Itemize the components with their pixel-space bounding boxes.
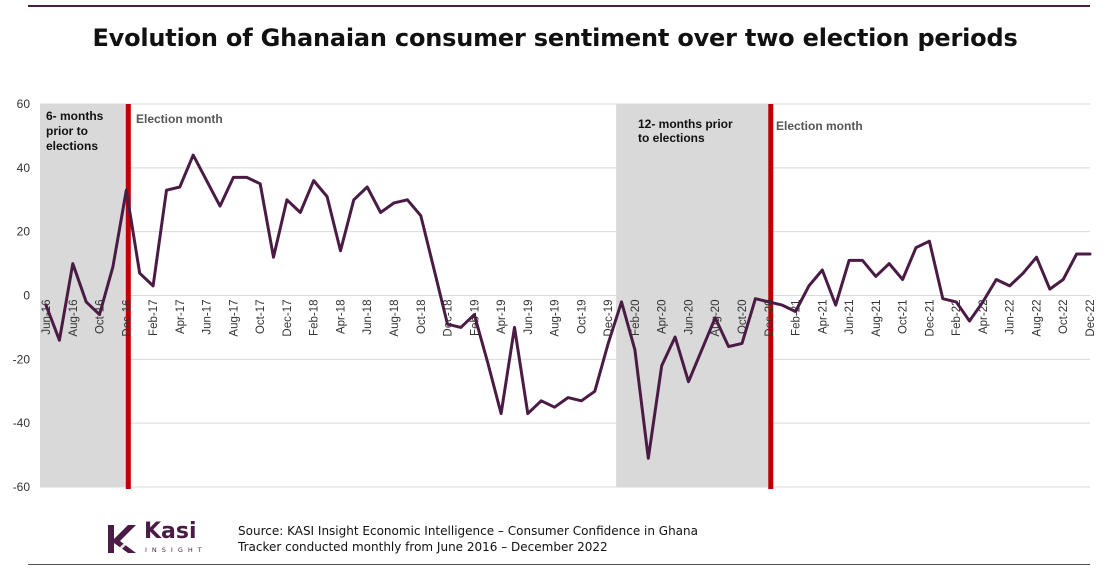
- x-tick-label: Dec-18: [443, 300, 455, 337]
- x-tick-label: Jun-18: [362, 300, 374, 335]
- x-tick-label: Dec-16: [121, 300, 133, 337]
- x-tick-label: Feb-18: [309, 300, 321, 336]
- x-tick-label: Apr-22: [978, 300, 990, 335]
- kasi-logo-mark-icon: [108, 525, 136, 553]
- annotation-shade-1: elections: [46, 139, 98, 153]
- x-tick-label: Oct-19: [576, 300, 588, 335]
- x-tick-label: Oct-18: [416, 300, 428, 335]
- logo-subtitle: INSIGHT: [145, 546, 207, 554]
- line-chart: 60 40 20 0 -20 -40 -60 Jun-16 Aug-16 Oct-16 Dec-16…: [13, 97, 1097, 494]
- x-tick-label: Jun-17: [202, 300, 214, 335]
- y-tick-label: -40: [13, 416, 31, 430]
- x-tick-label: Aug-17: [228, 300, 240, 337]
- logo-word: Kasi: [144, 519, 197, 544]
- x-tick-label: Dec-20: [764, 300, 776, 337]
- x-tick-label: Oct-16: [95, 300, 107, 335]
- x-tick-label: Feb-21: [791, 300, 803, 336]
- annotation-shade-2: 12- months prior: [638, 117, 733, 131]
- x-tick-label: Aug-21: [871, 300, 883, 337]
- annotation-shade-1: 6- months: [46, 109, 104, 123]
- source-note: Source: KASI Insight Economic Intelligen…: [238, 523, 698, 555]
- x-tick-label: Oct-21: [898, 300, 910, 335]
- x-tick-label: Oct-17: [255, 300, 267, 335]
- y-tick-label: 0: [23, 289, 30, 303]
- y-tick-label: 20: [17, 225, 31, 239]
- x-tick-label: Oct-22: [1058, 300, 1070, 335]
- x-tick-label: Jun-19: [523, 300, 535, 335]
- x-tick-label: Aug-16: [68, 300, 80, 337]
- x-tick-label: Apr-19: [496, 299, 508, 334]
- chart-title: Evolution of Ghanaian consumer sentiment…: [92, 24, 1018, 52]
- annotation-shade-1: prior to: [46, 124, 88, 138]
- bottom-rule: [28, 564, 1090, 565]
- annotation-election-2: Election month: [776, 119, 863, 133]
- x-tick-label: Aug-22: [1031, 300, 1043, 337]
- x-tick-label: Jun-20: [683, 300, 695, 335]
- y-tick-label: 60: [17, 97, 31, 111]
- top-rule: [28, 5, 1090, 7]
- source-line-2: Tracker conducted monthly from June 2016…: [238, 540, 608, 554]
- x-tick-label: Jun-22: [1005, 300, 1017, 335]
- x-tick-label: Apr-17: [175, 300, 187, 335]
- x-tick-label: Aug-19: [550, 300, 562, 337]
- x-tick-label: Aug-18: [389, 300, 401, 337]
- x-tick-label: Dec-21: [924, 300, 936, 337]
- y-tick-label: -60: [13, 480, 31, 494]
- source-line-1: Source: KASI Insight Economic Intelligen…: [238, 524, 698, 538]
- x-tick-label: Feb-20: [630, 300, 642, 336]
- annotation-election-1: Election month: [136, 112, 223, 126]
- x-tick-label: Apr-21: [817, 300, 829, 335]
- x-tick-label: Feb-17: [148, 300, 160, 336]
- annotation-shade-2: to elections: [638, 131, 705, 145]
- x-tick-label: Dec-17: [282, 300, 294, 337]
- x-tick-label: Apr-18: [335, 300, 347, 335]
- y-tick-label: -20: [13, 352, 31, 366]
- y-tick-label: 40: [17, 161, 31, 175]
- x-tick-label: Jun-21: [844, 300, 856, 335]
- x-tick-label: Jun-16: [41, 300, 53, 335]
- x-tick-label: Dec-22: [1085, 300, 1097, 337]
- kasi-logo: Kasi INSIGHT: [104, 519, 214, 559]
- x-tick-label: Apr-20: [657, 300, 669, 335]
